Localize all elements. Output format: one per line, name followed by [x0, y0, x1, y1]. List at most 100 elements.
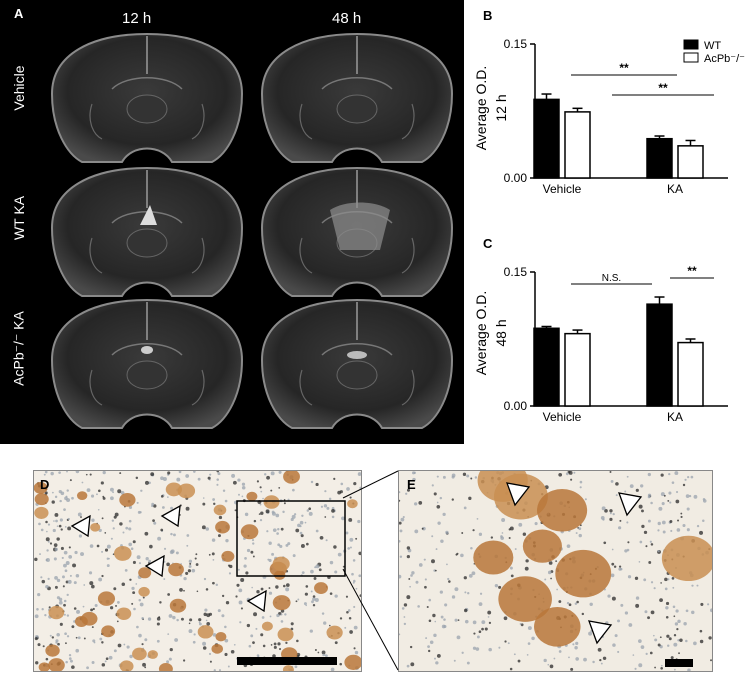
stain-dot [349, 630, 353, 634]
stain-dot [568, 471, 573, 475]
stain-dot [126, 645, 130, 649]
stain-dot [188, 564, 192, 568]
stain-dot [558, 650, 562, 653]
stain-dot [47, 577, 50, 581]
stain-dot [132, 560, 136, 564]
neuron-cell [48, 658, 65, 671]
stain-dot [565, 472, 569, 476]
stain-dot [629, 484, 634, 489]
stain-dot [334, 570, 338, 574]
panel-a-brain-sections: A 12 h 48 h Vehicle WT KA AcPb⁻/⁻ KA [0, 0, 464, 444]
stain-dot [65, 642, 67, 645]
stain-dot [510, 574, 514, 578]
stain-dot [135, 583, 138, 585]
stain-dot [268, 558, 272, 562]
stain-dot [115, 604, 118, 607]
stain-dot [116, 620, 119, 623]
neuron-cell [326, 625, 343, 640]
stain-dot [509, 667, 513, 671]
neuron-cell [169, 598, 187, 613]
stain-dot [179, 588, 183, 592]
stain-dot [660, 473, 664, 477]
stain-dot [617, 650, 620, 654]
stain-dot [710, 608, 712, 613]
stain-dot [527, 642, 531, 645]
stain-dot [35, 661, 39, 665]
stain-dot [425, 637, 428, 640]
stain-dot [463, 576, 467, 580]
stain-dot [676, 528, 681, 532]
stain-dot [472, 646, 477, 650]
stain-dot [129, 654, 133, 659]
stain-dot [260, 587, 264, 591]
bar-ka-wt [646, 303, 673, 407]
stain-dot [547, 663, 550, 666]
stain-dot [185, 571, 189, 575]
stain-dot [182, 659, 186, 662]
stain-dot [160, 476, 164, 481]
brain-section-acpb-12h [51, 299, 243, 429]
stain-dot [439, 496, 443, 500]
stain-dot [640, 645, 645, 649]
stain-dot [602, 656, 607, 661]
stain-dot [340, 482, 344, 486]
stain-dot [308, 511, 313, 516]
stain-dot [417, 605, 420, 608]
stain-dot [668, 637, 672, 641]
stain-dot [170, 506, 174, 510]
stain-dot [313, 577, 317, 580]
stain-dot [526, 653, 529, 656]
stain-dot [173, 533, 176, 537]
stain-dot [110, 537, 113, 540]
neuron-cell [272, 556, 290, 572]
stain-dot [301, 514, 304, 517]
stain-dot [227, 665, 230, 668]
stain-dot [435, 548, 438, 550]
stain-dot [189, 562, 192, 565]
brain-section-wtka-12h [51, 167, 243, 297]
stain-dot [326, 506, 330, 510]
stain-dot [269, 615, 272, 618]
stain-dot [670, 656, 674, 660]
stain-dot [348, 518, 353, 522]
stain-dot [65, 561, 70, 565]
stain-dot [421, 527, 424, 530]
arrowhead-marker [70, 514, 91, 538]
stain-dot [230, 649, 235, 654]
stain-dot [323, 621, 327, 625]
stain-dot [188, 622, 191, 625]
stain-dot [654, 638, 658, 642]
stain-dot [434, 569, 437, 572]
stain-dot [80, 552, 85, 557]
stain-dot [627, 541, 630, 544]
stain-dot [205, 619, 208, 622]
stain-dot [481, 620, 486, 625]
stain-dot [276, 613, 280, 618]
stain-dot [619, 519, 622, 522]
stain-dot [609, 471, 612, 473]
stain-dot [673, 633, 677, 637]
stain-dot [310, 480, 314, 484]
stain-dot [513, 653, 516, 656]
stain-dot [570, 667, 574, 671]
stain-dot [610, 573, 615, 578]
stain-dot [411, 571, 415, 575]
stain-dot [600, 662, 603, 665]
stain-dot [331, 508, 335, 513]
stain-dot [314, 597, 319, 602]
stain-dot [233, 643, 236, 646]
stain-dot [144, 531, 149, 536]
stain-dot [488, 621, 492, 625]
neuron-cell [138, 567, 152, 579]
stain-dot [507, 642, 510, 645]
legend-label-ko: AcPb⁻/⁻ [704, 53, 745, 65]
stain-dot [167, 496, 169, 498]
stain-dot [176, 618, 179, 622]
stain-dot [634, 576, 639, 580]
stain-dot [304, 521, 307, 524]
stain-dot [102, 496, 106, 500]
stain-dot [62, 585, 65, 588]
stain-dot [650, 543, 654, 546]
stain-dot [661, 502, 665, 506]
chart-panel-b: Average O.D. 12 h 0.00 0.15 Vehicle KA ** ** W… [473, 37, 745, 196]
